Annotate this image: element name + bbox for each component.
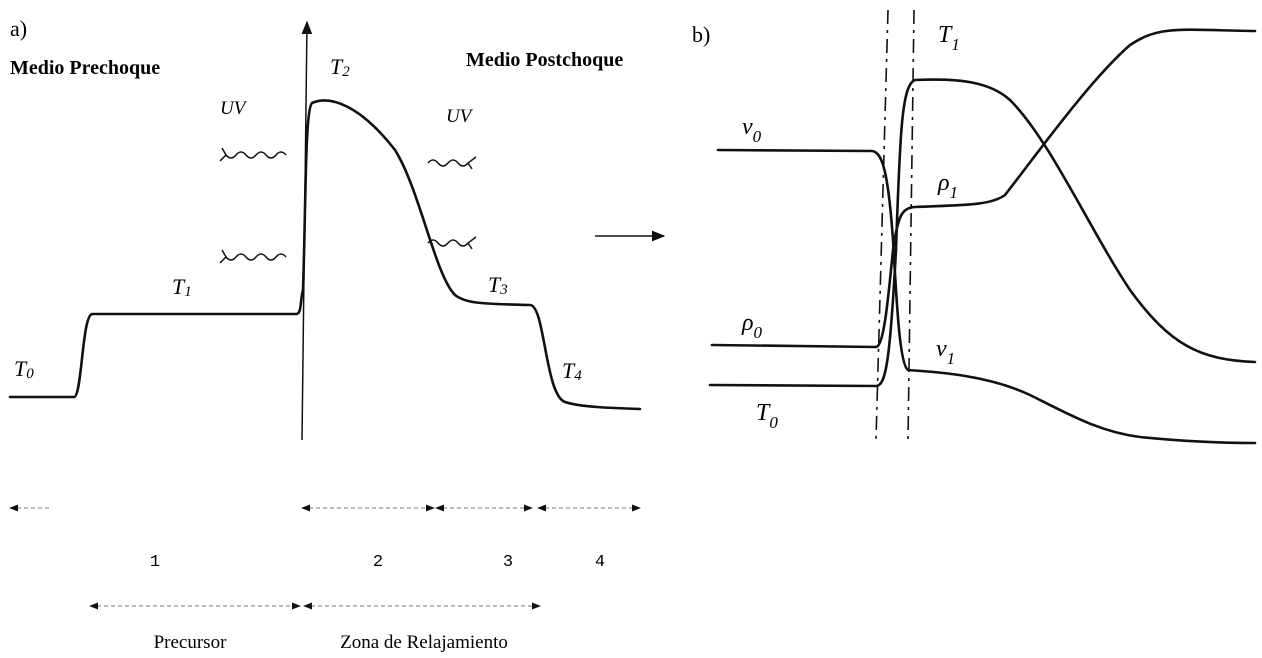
text-part: v: [742, 114, 753, 140]
text-part: 4: [574, 368, 582, 384]
text-part: 1: [950, 183, 959, 202]
curve-label: ρ1: [937, 170, 958, 202]
density-profile: [710, 28, 1257, 349]
text-part: 3: [499, 282, 508, 298]
level-label: T3: [488, 272, 508, 298]
medium-label: Medio Prechoque: [10, 57, 160, 79]
level-label: T4: [562, 358, 582, 384]
curve-label: v1: [936, 336, 955, 368]
radiation-waves: [219, 147, 477, 264]
text-part: T: [562, 358, 576, 383]
text-part: 1: [947, 349, 956, 368]
curve-label: ρ0: [741, 310, 763, 342]
text-part: ρ: [937, 170, 950, 196]
zone-number: 4: [595, 553, 605, 572]
temperature-profile: [8, 99, 642, 411]
text-part: T: [938, 22, 953, 48]
text-part: T: [488, 272, 502, 297]
region-label: Zona de Relajamiento: [340, 632, 508, 653]
zone-arrows: [9, 504, 641, 610]
text-part: v: [936, 336, 947, 362]
curve-label: T1: [938, 22, 960, 54]
text-part: 1: [184, 284, 192, 300]
text-part: T: [330, 54, 344, 79]
text-part: 2: [342, 64, 350, 80]
text-part: 0: [754, 323, 763, 342]
zone-number: 1: [150, 553, 160, 572]
text-part: 0: [753, 127, 762, 146]
curve-label: v0: [742, 114, 762, 146]
velocity-profile: [716, 148, 1257, 445]
text-part: T: [172, 274, 186, 299]
level-label: T0: [14, 356, 34, 382]
text-part: 0: [26, 366, 34, 382]
temperature-profile: [708, 78, 1257, 388]
zone-number: 2: [373, 553, 383, 572]
level-label: T2: [330, 54, 350, 80]
region-label: Precursor: [154, 632, 227, 653]
panel-tag: b): [692, 22, 710, 47]
shock-boundary: [907, 9, 915, 441]
panel-tag: a): [10, 16, 27, 41]
text-part: T: [14, 356, 28, 381]
shock-boundary: [875, 9, 889, 441]
text-part: T: [756, 400, 771, 426]
text-part: 1: [951, 35, 960, 54]
uv-label: UV: [446, 106, 474, 127]
text-part: 0: [769, 413, 778, 432]
text-part: ρ: [741, 310, 754, 336]
uv-label: UV: [220, 98, 248, 119]
curve-label: T0: [756, 400, 778, 432]
medium-label: Medio Postchoque: [466, 49, 623, 71]
zone-number: 3: [503, 553, 513, 572]
level-label: T1: [172, 274, 192, 300]
